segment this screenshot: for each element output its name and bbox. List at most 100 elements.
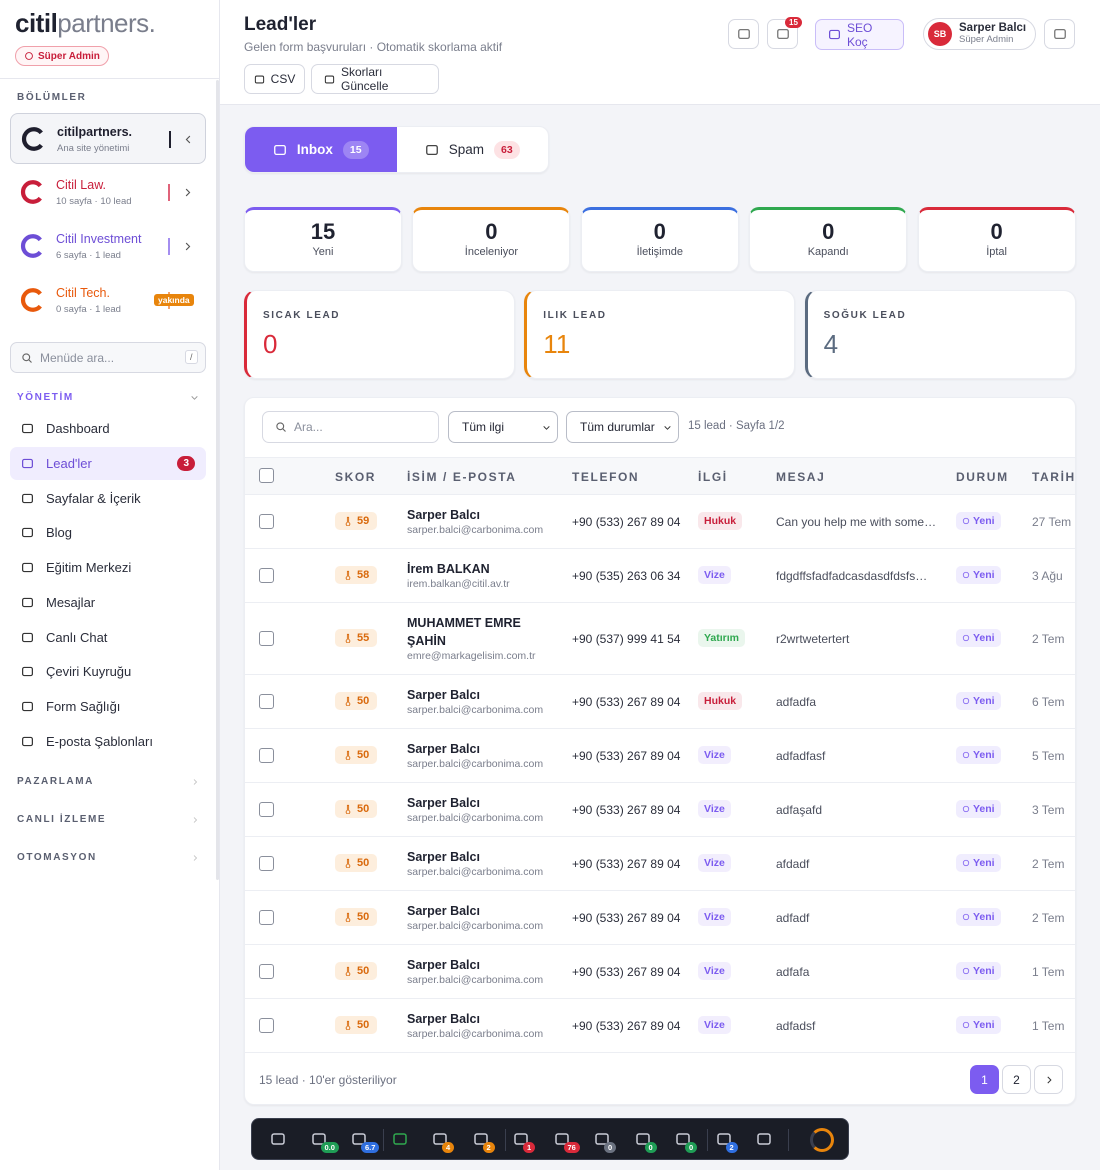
score: 58 [335,566,378,584]
menu-item[interactable]: Mesajlar [10,586,206,619]
message: adfaşafd [776,803,823,817]
menu-item[interactable]: Çeviri Kuyruğu [10,655,206,688]
group-label: YÖNETİM [17,392,74,403]
icon [345,804,351,814]
score: 50 [335,908,378,926]
site-bar [168,238,170,255]
site-card[interactable]: Citil Law. 10 sayfa · 10 lead [10,167,206,218]
site-card[interactable]: Citil Investment 6 sayfa · 1 lead [10,221,206,272]
icon [962,634,970,642]
table-row[interactable]: 50 Sarper Balcı sarper.balci@carbonima.com… [245,890,1075,944]
checkbox[interactable] [259,514,274,529]
toolbar-button[interactable]: 76 [554,1131,580,1153]
site-name: Citil Law. [56,178,107,192]
toolbar-button[interactable]: 1 [513,1131,536,1153]
interest-tag: Vize [698,854,731,872]
table-row[interactable]: 50 Sarper Balcı sarper.balci@carbonima.com… [245,836,1075,890]
checkbox[interactable] [259,1018,274,1033]
toolbar-button[interactable]: 2 [473,1131,495,1153]
name-cell: Sarper Balcı sarper.balci@carbonima.com [407,1010,557,1040]
toolbar-button[interactable] [756,1131,776,1149]
checkbox[interactable] [259,631,274,646]
icon-button[interactable]: 15 [767,17,802,49]
phone: +90 (533) 267 89 04 [572,1019,681,1033]
score: 59 [335,512,378,530]
select-label: Tüm durumlar [580,420,655,434]
icon [22,562,33,573]
icon [962,913,970,921]
tab[interactable]: Spam 63 [397,127,549,172]
checkbox[interactable] [259,568,274,583]
site-sub: Ana site yönetimi [57,143,130,154]
toolbar-button[interactable] [392,1131,412,1149]
status-tag: Yeni [956,512,1001,530]
tab[interactable]: Inbox 15 [245,127,397,172]
toolbar-button[interactable]: 0 [635,1131,657,1153]
coach-button[interactable]: SEO Koç [815,19,904,50]
group-label[interactable]: PAZARLAMA [17,776,94,787]
table-row[interactable]: 59 Sarper Balcı sarper.balci@carbonima.com… [245,494,1075,548]
table-search[interactable]: Ara... [262,411,439,443]
sidebar: citilpartners. Süper Admin BÖLÜMLER citilpa… [0,0,220,1170]
menu-item[interactable]: Dashboard [10,412,206,445]
icon [20,180,42,204]
icon [345,966,351,976]
table-row[interactable]: 50 Sarper Balcı sarper.balci@carbonima.com… [245,728,1075,782]
toolbar-button[interactable]: 0 [675,1131,698,1153]
next-page[interactable] [1034,1065,1063,1094]
filter-select[interactable]: Tüm ilgi [448,411,558,443]
icon-button[interactable] [728,19,759,49]
menu-search[interactable]: Menüde ara... / [10,342,206,373]
checkbox[interactable] [259,694,274,709]
table-row[interactable]: 50 Sarper Balcı sarper.balci@carbonima.com… [245,674,1075,728]
header-button[interactable]: CSV [244,64,305,94]
site-name: Citil Tech. [56,286,110,300]
checkbox[interactable] [259,910,274,925]
checkbox[interactable] [259,468,274,483]
table-row[interactable]: 50 Sarper Balcı sarper.balci@carbonima.com… [245,998,1075,1052]
menu-item[interactable]: Blog [10,516,206,549]
checkbox[interactable] [259,748,274,763]
table-row[interactable]: 50 Sarper Balcı sarper.balci@carbonima.com… [245,782,1075,836]
table-row[interactable]: 50 Sarper Balcı sarper.balci@carbonima.com… [245,944,1075,998]
user-menu[interactable]: SB Sarper Balcı Süper Admin [923,18,1036,50]
icon-button[interactable] [1044,19,1075,49]
toolbar-button[interactable]: 2 [716,1131,738,1153]
toolbar-button[interactable]: 0.0 [311,1131,339,1153]
toolbar-button[interactable]: 4 [432,1131,455,1153]
progress-ring [810,1128,834,1152]
column-header: TARİH [1032,470,1076,484]
site-card[interactable]: citilpartners. Ana site yönetimi [10,113,206,164]
menu-item[interactable]: Eğitim Merkezi [10,551,206,584]
site-card[interactable]: Citil Tech. 0 sayfa · 1 lead yakında [10,275,206,326]
toolbar-button[interactable]: 6.7 [351,1131,380,1153]
toolbar-button[interactable]: 0 [594,1131,617,1153]
lead-name: Sarper Balcı [407,508,480,522]
icon [185,242,191,251]
icon [22,424,33,434]
menu-item[interactable]: Sayfalar & İçerik [10,482,206,515]
table-row[interactable]: 55 MUHAMMET EMRE ŞAHİN emre@markagelisim.c… [245,602,1075,674]
group-label[interactable]: OTOMASYON [17,852,97,863]
menu-item[interactable]: Lead'ler 3 [10,447,206,480]
page-button[interactable]: 1 [970,1065,999,1094]
group-label[interactable]: CANLI İZLEME [17,814,107,825]
icon [962,967,970,975]
filter-select[interactable]: Tüm durumlar [566,411,679,443]
table-row[interactable]: 58 İrem BALKAN irem.balkan@citil.av.tr +90 … [245,548,1075,602]
logo-part: citil [15,8,58,38]
menu-item[interactable]: Form Sağlığı [10,690,206,723]
page-button[interactable]: 2 [1002,1065,1031,1094]
lead-name: Sarper Balcı [407,688,480,702]
icon [392,1133,407,1145]
toolbar-button[interactable] [270,1131,290,1149]
leads-table: Ara... Tüm ilgi Tüm durumlar 15 lead · Sayf… [244,397,1076,1105]
menu-item[interactable]: Canlı Chat [10,621,206,654]
header-button[interactable]: Skorları Güncelle [311,64,439,94]
name-cell: Sarper Balcı sarper.balci@carbonima.com [407,794,557,824]
menu-item[interactable]: E-posta Şablonları [10,725,206,758]
checkbox[interactable] [259,964,274,979]
message: adfafa [776,965,810,979]
checkbox[interactable] [259,802,274,817]
checkbox[interactable] [259,856,274,871]
